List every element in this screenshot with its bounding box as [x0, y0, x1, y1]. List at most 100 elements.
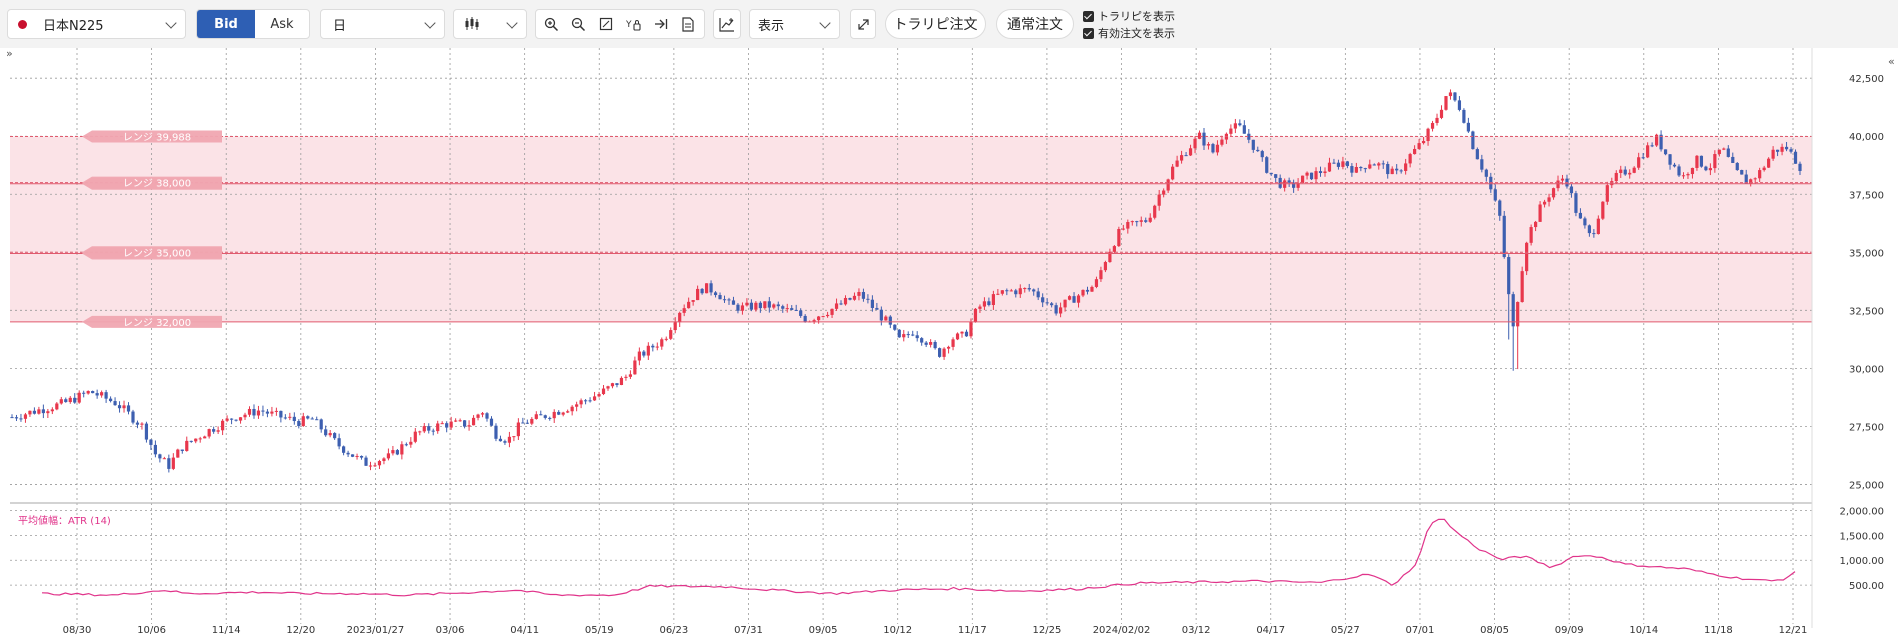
candle-body	[1135, 221, 1139, 223]
candle-body	[1596, 218, 1600, 235]
candle-body	[135, 422, 140, 425]
candle-body	[95, 393, 99, 396]
candle-body	[507, 436, 512, 443]
candle-body	[1529, 227, 1533, 243]
candle-body	[1798, 163, 1802, 171]
period-select[interactable]: 日	[320, 9, 445, 39]
candle-body	[1574, 193, 1578, 213]
candle-body	[1090, 286, 1094, 292]
candle-body	[1560, 178, 1565, 181]
indicator-button[interactable]	[713, 9, 741, 39]
candle-body	[1542, 201, 1547, 205]
candle-body	[189, 440, 193, 442]
candle-body	[400, 444, 404, 455]
candle-body	[198, 438, 202, 440]
range-tag[interactable]	[82, 246, 222, 259]
candle-body	[713, 292, 718, 296]
candle-body	[1372, 164, 1376, 166]
candle-body	[463, 420, 467, 427]
candle-body	[1399, 170, 1403, 172]
candle-body	[86, 391, 90, 394]
range-tag[interactable]	[82, 130, 222, 143]
candle-body	[525, 422, 529, 424]
candle-body	[274, 410, 278, 412]
show-trap-checkbox[interactable]: トラリピを表示	[1083, 8, 1175, 24]
display-select[interactable]: 表示	[749, 9, 840, 39]
show-active-orders-checkbox[interactable]: 有効注文を表示	[1083, 25, 1175, 41]
zoom-out-icon[interactable]	[567, 12, 591, 36]
candle-body	[1202, 132, 1206, 146]
candle-body	[234, 419, 238, 421]
normal-order-button[interactable]: 通常注文	[996, 9, 1074, 39]
bid-button[interactable]: Bid	[197, 10, 255, 38]
candle-body	[458, 420, 462, 422]
fit-screen-icon[interactable]	[594, 12, 618, 36]
candle-body	[539, 414, 543, 416]
candle-body	[1274, 174, 1278, 178]
symbol-select[interactable]: 日本N225	[7, 9, 186, 39]
candle-body	[642, 351, 646, 356]
candle-body	[108, 398, 113, 402]
candle-body	[1296, 182, 1300, 188]
x-tick-label: 2024/02/02	[1093, 625, 1151, 636]
candle-body	[1014, 290, 1018, 295]
candle-body	[436, 423, 440, 432]
candle-body	[696, 288, 700, 301]
candle-body	[315, 419, 319, 421]
candle-body	[324, 429, 328, 436]
candle-body	[709, 283, 713, 293]
x-tick-label: 12/21	[1779, 625, 1808, 636]
candle-body	[41, 409, 45, 414]
candle-body	[126, 405, 131, 412]
jump-to-latest-icon[interactable]	[649, 12, 673, 36]
candle-body	[1426, 128, 1430, 142]
candle-body	[1516, 301, 1520, 327]
candle-body	[794, 309, 798, 311]
candle-body	[64, 399, 68, 403]
candle-body	[619, 377, 624, 386]
candle-body	[494, 425, 498, 439]
candle-body	[687, 301, 691, 309]
range-tag[interactable]	[82, 176, 222, 189]
candle-body	[740, 305, 745, 311]
collapse-right-icon[interactable]: «	[1888, 55, 1895, 68]
candle-body	[185, 440, 189, 451]
candle-body	[1583, 218, 1587, 226]
candle-body	[1784, 146, 1789, 150]
document-icon[interactable]	[676, 12, 700, 36]
candle-body	[1793, 151, 1798, 164]
candle-body	[1117, 229, 1121, 247]
bid-ask-toggle: Bid Ask	[196, 9, 310, 39]
candle-body	[763, 301, 767, 309]
candle-body	[1775, 149, 1780, 152]
candle-body	[1471, 131, 1475, 150]
candle-body	[839, 303, 843, 305]
candle-body	[306, 416, 310, 419]
candle-body	[1507, 257, 1511, 295]
candle-body	[946, 346, 951, 349]
candle-body	[579, 400, 583, 405]
candle-body	[59, 399, 63, 404]
zoom-in-icon[interactable]	[540, 12, 564, 36]
expand-left-icon[interactable]: »	[6, 47, 13, 60]
candle-body	[821, 316, 825, 318]
candle-body	[158, 454, 162, 459]
atr-y-tick-label: 1,500.00	[1839, 531, 1884, 542]
auto-scale-icon[interactable]: Y	[622, 12, 646, 36]
candle-body	[637, 351, 641, 361]
candle-body	[14, 417, 19, 419]
candle-body	[265, 411, 270, 414]
candle-body	[1063, 299, 1067, 308]
expand-button[interactable]	[850, 9, 876, 39]
ask-button[interactable]: Ask	[270, 16, 294, 32]
candle-body	[875, 307, 879, 310]
trap-order-button[interactable]: トラリピ注文	[885, 9, 986, 39]
candle-body	[1484, 169, 1488, 177]
range-tag[interactable]	[82, 315, 222, 328]
candle-body	[1708, 168, 1712, 171]
chart-type-select[interactable]	[453, 9, 527, 39]
candle-body	[597, 394, 601, 397]
x-tick-label: 08/05	[1480, 625, 1509, 636]
candle-body	[1619, 169, 1623, 173]
